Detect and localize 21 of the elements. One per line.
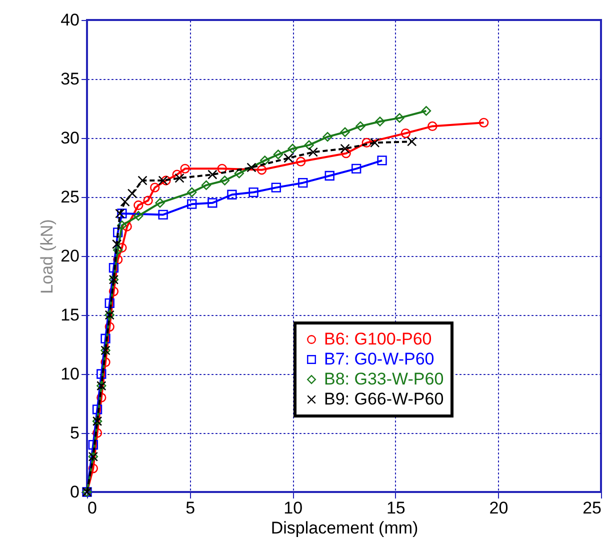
y-tick-label: 25 (60, 188, 80, 206)
y-tick-label: 20 (60, 246, 80, 266)
y-tick-label: 10 (60, 364, 80, 384)
y-tick-label: 0 (70, 482, 80, 502)
x-tick-label: 10 (284, 498, 303, 518)
x-tick-label: 0 (88, 498, 97, 518)
x-tick-label: 15 (386, 498, 406, 518)
x-axis-title: Displacement (mm) (270, 518, 418, 538)
legend-label: B9: G66-W-P60 (324, 390, 444, 408)
y-tick-label: 35 (60, 70, 80, 88)
y-axis-title: Load (kN) (38, 219, 57, 294)
x-tick-label: 25 (582, 498, 602, 518)
y-tick-label: 30 (60, 128, 80, 148)
y-tick-label: 15 (60, 306, 80, 324)
x-tick-label: 5 (186, 498, 196, 518)
y-tick-label: 5 (70, 424, 80, 442)
y-tick-label: 40 (60, 10, 80, 30)
x-tick-label: 20 (489, 498, 508, 518)
legend-label: B8: G33-W-P60 (324, 370, 444, 388)
legend-label: B6: G100-P60 (324, 330, 432, 348)
legend-label: B7: G0-W-P60 (324, 350, 434, 368)
